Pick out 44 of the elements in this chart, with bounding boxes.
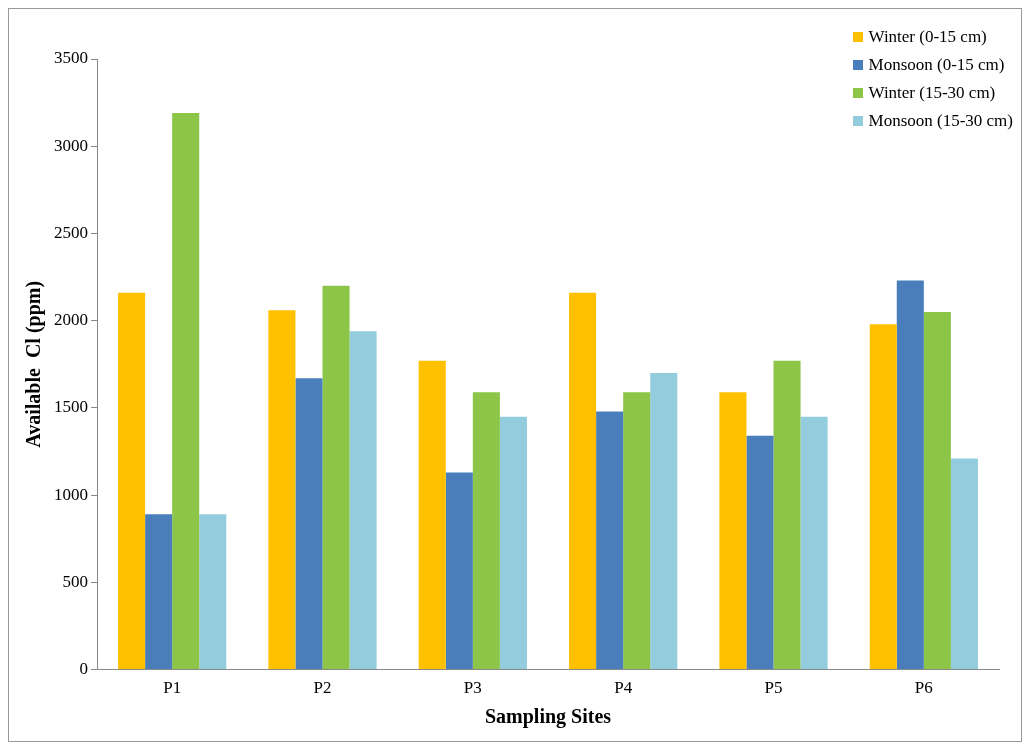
bar <box>773 360 801 670</box>
bar <box>650 373 678 670</box>
x-tick-label: P2 <box>313 678 332 698</box>
bar <box>295 378 323 670</box>
y-tick-label: 1500 <box>54 397 88 417</box>
legend-label: Winter (15-30 cm) <box>868 82 996 104</box>
bar <box>172 113 200 670</box>
legend-label: Monsoon (15-30 cm) <box>868 110 1013 132</box>
y-tick-label: 1000 <box>54 484 88 504</box>
bar <box>623 392 651 670</box>
x-tick-label: P4 <box>614 678 633 698</box>
x-tick-label: P5 <box>764 678 783 698</box>
bar <box>472 392 500 670</box>
bar <box>199 514 227 670</box>
bar <box>145 514 173 670</box>
legend-label: Winter (0-15 cm) <box>868 26 987 48</box>
y-axis-title: Available Cl (ppm) <box>22 280 46 448</box>
bar <box>719 392 747 670</box>
bar <box>950 458 978 670</box>
bar <box>499 416 527 670</box>
x-axis-title: Sampling Sites <box>484 705 612 729</box>
bar <box>869 324 897 670</box>
bar <box>418 360 446 670</box>
y-tick-label: 2500 <box>54 222 88 242</box>
bar <box>349 331 377 670</box>
bar <box>923 311 951 670</box>
bar <box>268 310 296 670</box>
y-tick-label: 500 <box>62 571 88 591</box>
y-tick-label: 3000 <box>54 135 88 155</box>
bar <box>896 280 924 670</box>
bar <box>800 416 828 670</box>
bar <box>118 292 146 670</box>
x-tick-label: P3 <box>463 678 482 698</box>
y-tick-label: 2000 <box>54 310 88 330</box>
x-tick-label: P1 <box>163 678 182 698</box>
y-tick-label: 0 <box>79 659 88 679</box>
bar <box>746 435 774 670</box>
legend-label: Monsoon (0-15 cm) <box>868 54 1005 76</box>
bar <box>569 292 597 670</box>
bar <box>596 411 624 670</box>
x-tick-label: P6 <box>914 678 933 698</box>
y-tick-label: 3500 <box>54 48 88 68</box>
bar <box>322 285 350 670</box>
bar <box>445 472 473 670</box>
